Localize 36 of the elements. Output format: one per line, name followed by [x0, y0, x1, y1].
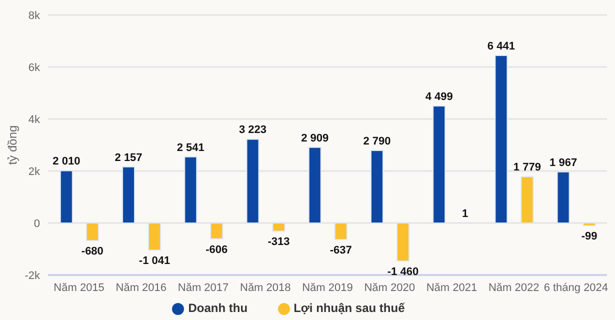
y-axis-title: tỷ đồng [5, 125, 20, 165]
data-label: -1 041 [138, 255, 170, 268]
y-tick-label: 2k [28, 166, 40, 178]
data-label: 2 790 [363, 135, 391, 148]
y-tick-label: -2k [24, 270, 40, 282]
x-tick-label: Năm 2016 [116, 282, 167, 294]
data-label: 2 541 [176, 142, 204, 154]
data-label: 3 223 [238, 124, 267, 136]
x-tick-label: 6 tháng 2024 [544, 282, 608, 294]
x-tick-label: Năm 2018 [240, 282, 291, 294]
data-label: 2 157 [114, 152, 142, 164]
data-label: -313 [268, 236, 290, 248]
y-tick-label: 8k [28, 10, 40, 22]
data-label: 2 909 [301, 132, 329, 144]
data-label: -1 460 [387, 266, 419, 278]
x-tick-label: Năm 2022 [488, 282, 540, 294]
x-tick-label: Năm 2020 [364, 282, 415, 294]
data-label: 1 779 [513, 162, 541, 174]
x-tick-label: Năm 2017 [178, 282, 229, 294]
data-label: 2 010 [52, 156, 80, 168]
data-label: 6 441 [487, 40, 515, 53]
y-tick-label: 0 [34, 218, 40, 230]
data-label: 1 967 [550, 156, 578, 169]
legend-label: Lợi nhuận sau thuế [294, 301, 405, 315]
legend-label: Doanh thu [188, 301, 248, 315]
y-tick-label: 4k [28, 114, 40, 126]
x-tick-label: Năm 2021 [426, 282, 478, 294]
x-tick-label: Năm 2019 [302, 282, 353, 294]
data-label: -606 [206, 244, 228, 256]
x-tick-label: Năm 2015 [54, 282, 104, 294]
data-label: -680 [81, 246, 104, 258]
data-label: 4 499 [425, 91, 453, 104]
data-label: -637 [330, 244, 352, 257]
data-label: -99 [581, 230, 598, 243]
y-tick-label: 6k [28, 62, 40, 74]
data-label: 1 [462, 208, 468, 220]
